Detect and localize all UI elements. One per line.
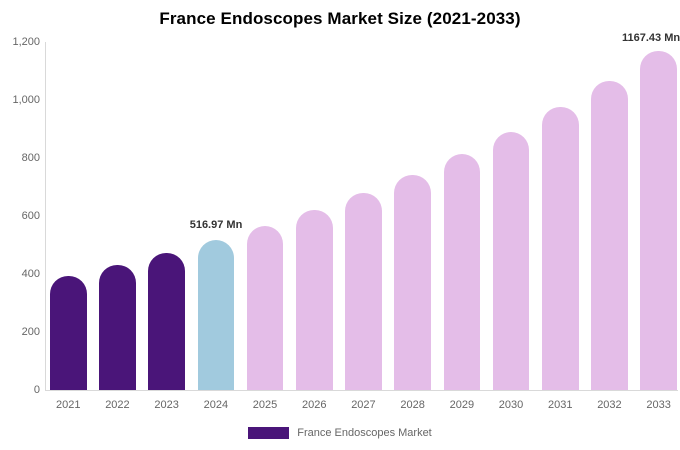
x-tick-2027: 2027 [351, 399, 376, 411]
x-tick-2026: 2026 [302, 399, 327, 411]
x-tick-2025: 2025 [252, 399, 278, 411]
x-tick-2032: 2032 [597, 399, 622, 411]
y-tick-400: 400 [21, 267, 40, 280]
bar-2032[interactable] [591, 80, 628, 390]
bar-2028[interactable] [394, 174, 431, 390]
y-tick-1000: 1,000 [12, 93, 40, 106]
y-tick-800: 800 [21, 151, 40, 164]
x-tick-2030: 2030 [498, 399, 524, 411]
x-tick-2031: 2031 [548, 399, 573, 411]
bar-2022[interactable] [99, 264, 136, 390]
bar-2027[interactable] [345, 193, 382, 390]
y-tick-600: 600 [21, 209, 40, 222]
data-label-2033: 1167.43 Mn [622, 32, 680, 44]
legend[interactable]: France Endoscopes Market [0, 425, 680, 441]
bar-2021[interactable] [50, 275, 87, 390]
x-tick-2024: 2024 [203, 399, 229, 411]
y-tick-0: 0 [33, 383, 40, 396]
x-tick-2023: 2023 [154, 399, 179, 411]
chart-title: France Endoscopes Market Size (2021-2033… [159, 9, 521, 28]
x-tick-2022: 2022 [105, 399, 130, 411]
bar-2025[interactable] [246, 225, 284, 390]
bar-2031[interactable] [542, 107, 579, 390]
x-tick-2021: 2021 [56, 399, 81, 411]
x-tick-2029: 2029 [449, 399, 475, 411]
x-tick-2028: 2028 [400, 399, 425, 411]
bar-2026[interactable] [296, 210, 333, 390]
data-label-2024: 516.97 Mn [189, 219, 243, 231]
bar-2030[interactable] [492, 131, 530, 390]
bar-2024[interactable] [197, 240, 235, 390]
bar-2023[interactable] [148, 253, 185, 390]
legend-label: France Endoscopes Market [297, 427, 432, 439]
y-tick-200: 200 [21, 325, 40, 338]
bar-2029[interactable] [443, 154, 481, 390]
y-axis-line [45, 42, 46, 390]
bar-2033[interactable] [640, 51, 677, 390]
legend-swatch-icon [248, 427, 290, 439]
y-tick-1200: 1,200 [12, 35, 40, 48]
x-tick-2033: 2033 [646, 399, 671, 411]
x-axis-line [45, 390, 678, 391]
